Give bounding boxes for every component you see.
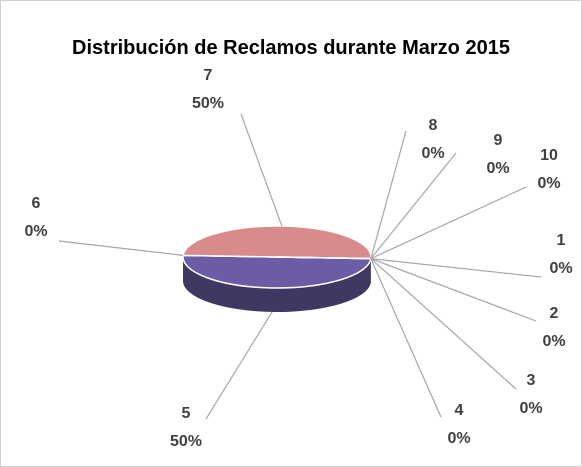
label-value: 0% (549, 260, 572, 277)
label-category: 3 (527, 372, 536, 389)
label-value: 0% (542, 333, 565, 350)
label-value: 50% (170, 433, 202, 450)
label-value: 0% (421, 145, 444, 162)
leader-line (370, 258, 517, 390)
label-value: 50% (192, 95, 224, 112)
leader-line (370, 258, 537, 322)
label-category: 2 (550, 305, 559, 322)
label-value: 0% (24, 223, 47, 240)
leader-line (370, 258, 542, 278)
label-value: 0% (447, 430, 470, 447)
slice-side (182, 257, 371, 312)
label-category: 1 (557, 232, 566, 249)
chart-title: Distribución de Reclamos durante Marzo 2… (72, 37, 510, 59)
label-category: 8 (429, 117, 438, 134)
label-category: 6 (32, 195, 41, 212)
slice (182, 254, 372, 289)
label-category: 10 (540, 147, 558, 164)
label-category: 5 (182, 405, 191, 422)
leader-line (240, 113, 283, 227)
leader-line (370, 186, 527, 260)
label-category: 9 (494, 132, 503, 149)
leader-line (370, 152, 457, 259)
label-value: 0% (519, 400, 542, 417)
label-category: 7 (204, 67, 213, 84)
label-value: 0% (537, 175, 560, 192)
leader-line (370, 130, 407, 259)
leader-line (370, 258, 442, 418)
slice (182, 225, 372, 260)
leader-line (58, 240, 184, 256)
label-value: 0% (486, 160, 509, 177)
label-category: 4 (455, 402, 464, 419)
leader-line (205, 311, 273, 420)
